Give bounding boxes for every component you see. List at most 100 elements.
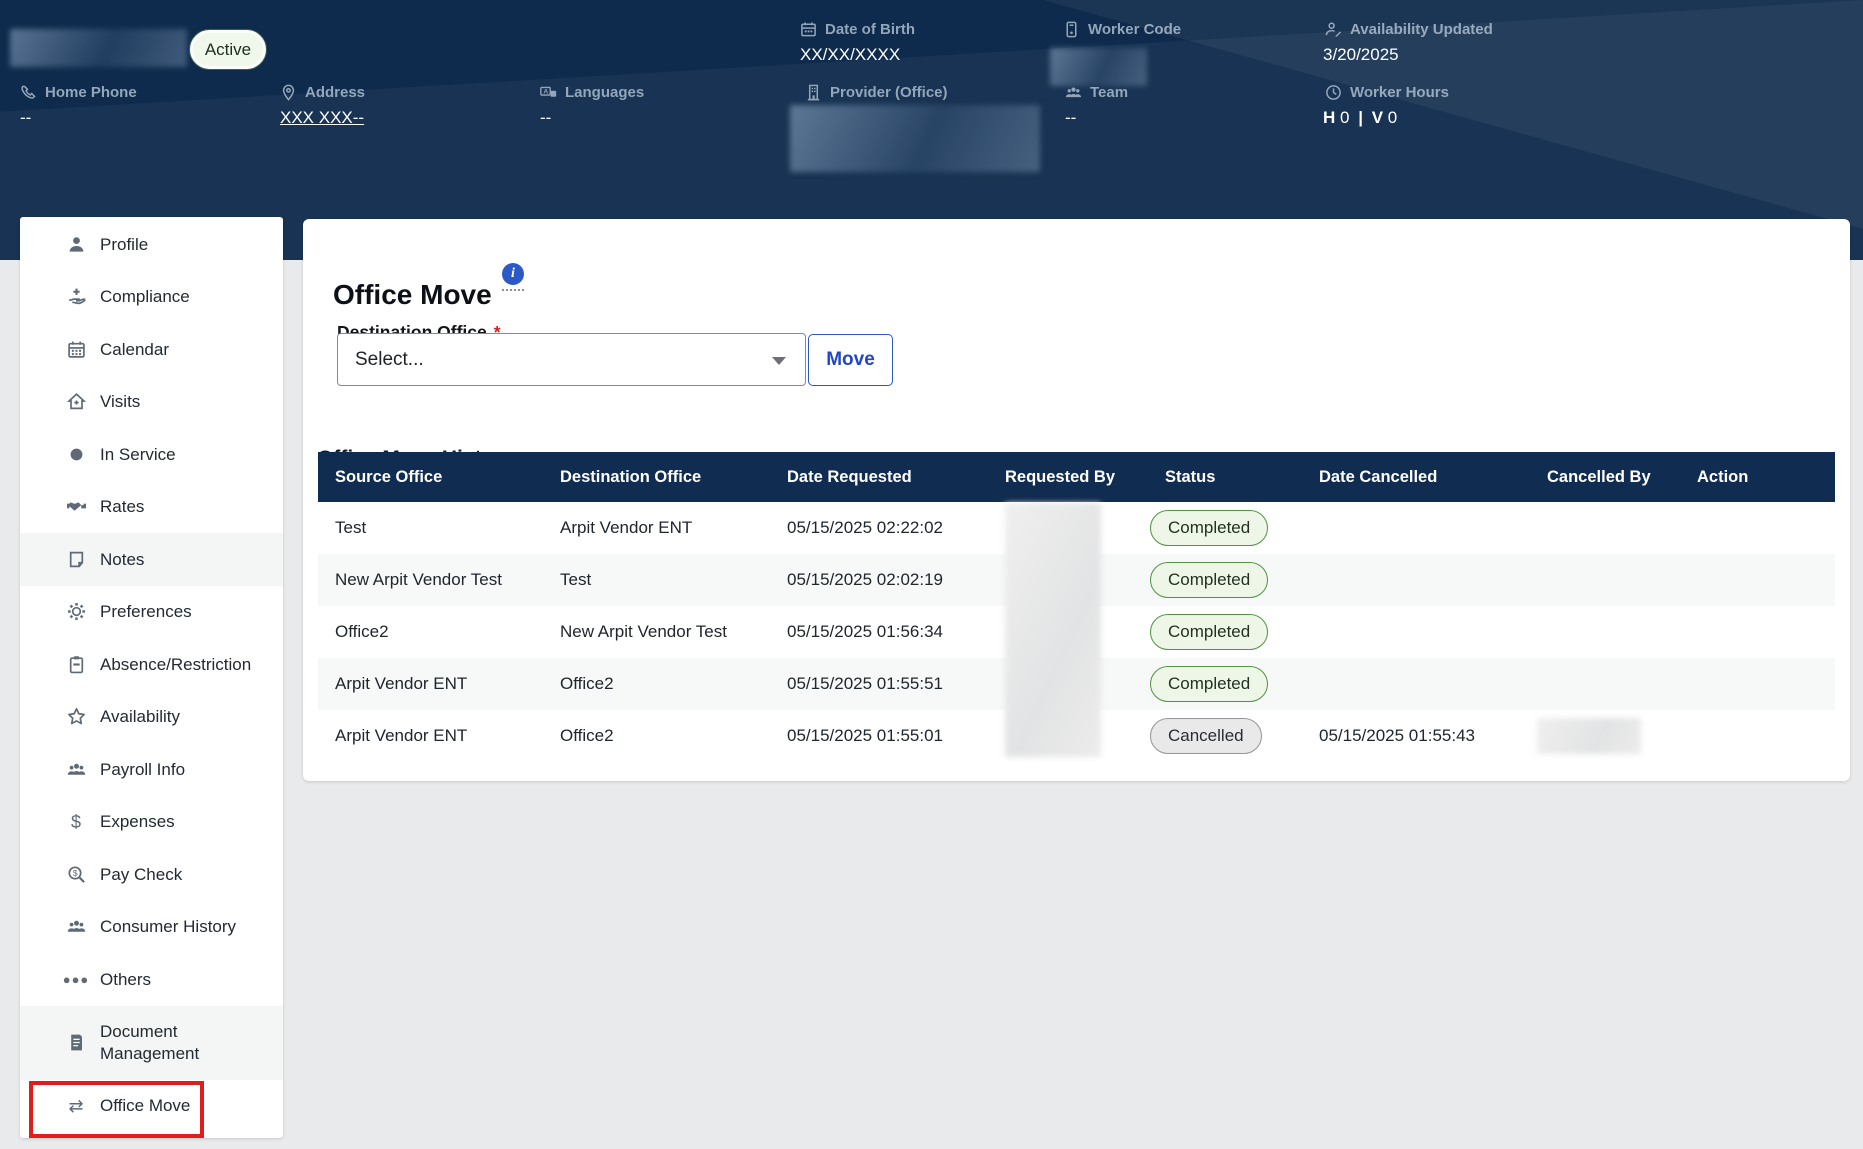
sidebar-item-compliance[interactable]: Compliance xyxy=(20,271,283,324)
cell-source: Test xyxy=(335,518,367,537)
sidebar-item-absence-restriction[interactable]: Absence/Restriction xyxy=(20,638,283,691)
clock-icon xyxy=(1326,85,1341,100)
home-phone-label: Home Phone xyxy=(45,84,137,101)
cell-source: Arpit Vendor ENT xyxy=(335,726,468,745)
sidebar-item-in-service[interactable]: In Service xyxy=(20,428,283,481)
cell-date-cancelled xyxy=(1319,502,1547,554)
translate-icon: A xyxy=(540,86,557,97)
field-address: Address XXX XXX-- xyxy=(280,84,365,128)
note-icon xyxy=(69,551,83,567)
cell-date-cancelled xyxy=(1319,658,1547,710)
table-row: Office2 New Arpit Vendor Test 05/15/2025… xyxy=(318,606,1835,658)
worker-hours-label: Worker Hours xyxy=(1350,84,1449,101)
star-icon xyxy=(67,708,85,725)
sidebar-item-availability[interactable]: Availability xyxy=(20,691,283,744)
sidebar-item-payroll-info[interactable]: Payroll Info xyxy=(20,743,283,796)
cell-source: Arpit Vendor ENT xyxy=(335,674,468,693)
cell-date-cancelled xyxy=(1319,554,1547,606)
cell-cancelled-by xyxy=(1547,606,1697,658)
sidebar-item-others[interactable]: ●●● Others xyxy=(20,953,283,1006)
ellipsis-icon: ●●● xyxy=(62,971,90,987)
field-home-phone: Home Phone -- xyxy=(20,84,137,128)
person-icon xyxy=(69,236,83,252)
move-button[interactable]: Move xyxy=(808,334,893,386)
status-badge: Active xyxy=(190,30,266,69)
handshake-icon xyxy=(66,502,86,512)
page-header: Active Date of Birth XX/XX/XXXX Worker C… xyxy=(0,0,1863,260)
field-provider-office: Provider (Office) xyxy=(805,84,948,101)
clipboard-icon xyxy=(69,656,83,674)
dollar-icon: $ xyxy=(70,811,81,832)
worker-code-label: Worker Code xyxy=(1088,21,1182,38)
hand-plus-icon xyxy=(68,288,86,305)
cell-date-requested: 05/15/2025 01:55:51 xyxy=(787,674,943,693)
house-plus-icon xyxy=(66,393,86,410)
sidebar-item-label: Consumer History xyxy=(100,917,237,937)
languages-label: Languages xyxy=(565,84,645,101)
sidebar-item-label: Availability xyxy=(100,707,181,727)
sidebar-item-consumer-history[interactable]: Consumer History xyxy=(20,901,283,954)
col-destination-office: Destination Office xyxy=(560,452,787,502)
address-link[interactable]: XXX XXX-- xyxy=(280,108,365,127)
field-worker-code: Worker Code xyxy=(1063,21,1181,38)
sidebar-item-label: Compliance xyxy=(100,287,190,307)
sidebar-item-calendar[interactable]: Calendar xyxy=(20,323,283,376)
field-availability-updated: Availability Updated 3/20/2025 xyxy=(1323,21,1493,65)
cell-cancelled-by xyxy=(1547,502,1697,554)
sidebar-item-profile[interactable]: Profile xyxy=(20,218,283,271)
worker-hours-value: H 0 | V 0 xyxy=(1323,108,1398,127)
sidebar-item-label: Calendar xyxy=(100,339,169,359)
gear-icon xyxy=(67,603,85,621)
sidebar-item-label: Office Move xyxy=(100,1096,191,1116)
home-phone-value: -- xyxy=(20,108,32,127)
col-cancelled-by: Cancelled By xyxy=(1547,452,1697,502)
sidebar: Profile Compliance Calendar Visits In Se… xyxy=(20,217,283,1138)
cell-date-requested: 05/15/2025 01:56:34 xyxy=(787,622,943,641)
svg-text:$: $ xyxy=(72,868,77,878)
cell-action xyxy=(1697,502,1835,554)
cell-date-requested: 05/15/2025 01:55:01 xyxy=(787,726,943,745)
cell-action xyxy=(1697,606,1835,658)
required-asterisk: * xyxy=(493,322,501,342)
info-tooltip-trigger[interactable]: i xyxy=(502,263,524,291)
redacted-provider-office xyxy=(790,105,1040,172)
sidebar-item-office-move[interactable]: ⇄ Office Move xyxy=(20,1080,283,1133)
status-badge: Completed xyxy=(1150,561,1269,599)
sidebar-item-visits[interactable]: Visits xyxy=(20,376,283,429)
field-date-of-birth: Date of Birth XX/XX/XXXX xyxy=(800,21,915,65)
sidebar-item-label: Preferences xyxy=(100,602,192,622)
cell-destination: Office2 xyxy=(560,674,614,693)
destination-office-select[interactable]: Select... xyxy=(337,333,806,386)
calendar-icon xyxy=(67,341,85,358)
sidebar-item-preferences[interactable]: Preferences xyxy=(20,586,283,639)
cell-date-requested: 05/15/2025 02:02:19 xyxy=(787,570,943,589)
sidebar-item-notes[interactable]: Notes xyxy=(20,533,283,586)
cell-action xyxy=(1697,658,1835,710)
cell-action xyxy=(1697,554,1835,606)
sidebar-item-label: Document Management xyxy=(100,1022,200,1063)
cell-source: Office2 xyxy=(335,622,389,641)
sidebar-item-label: Expenses xyxy=(100,812,175,832)
sidebar-item-label: Pay Check xyxy=(100,864,183,884)
sidebar-item-pay-check[interactable]: $ Pay Check xyxy=(20,848,283,901)
team-label: Team xyxy=(1090,84,1129,101)
cell-status: Completed xyxy=(1150,658,1319,710)
status-badge: Completed xyxy=(1150,509,1269,547)
address-label: Address xyxy=(305,84,366,101)
provider-office-label: Provider (Office) xyxy=(830,84,948,101)
sidebar-item-rates[interactable]: Rates xyxy=(20,481,283,534)
sidebar-item-label: Profile xyxy=(100,234,149,254)
swap-arrows-icon: ⇄ xyxy=(68,1095,84,1116)
calendar-icon xyxy=(801,22,816,37)
cell-date-requested: 05/15/2025 02:22:02 xyxy=(787,518,943,537)
col-date-requested: Date Requested xyxy=(787,452,1005,502)
field-worker-hours: Worker Hours H 0 | V 0 xyxy=(1323,84,1449,128)
col-requested-by: Requested By xyxy=(1005,452,1150,502)
sidebar-item-label: Absence/Restriction xyxy=(100,654,252,674)
col-status: Status xyxy=(1150,452,1319,502)
team-icon xyxy=(1065,87,1082,98)
location-pin-icon xyxy=(282,84,295,101)
sidebar-item-document-management[interactable]: Document Management xyxy=(20,1005,283,1080)
cell-destination: Test xyxy=(560,570,592,589)
sidebar-item-expenses[interactable]: $ Expenses xyxy=(20,796,283,849)
